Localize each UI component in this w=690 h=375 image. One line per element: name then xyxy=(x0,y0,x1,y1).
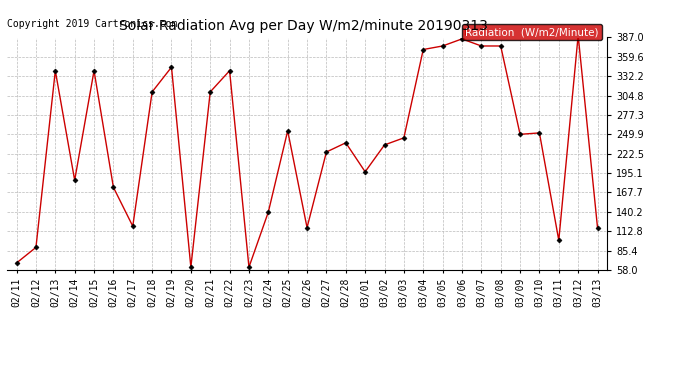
Legend: Radiation  (W/m2/Minute): Radiation (W/m2/Minute) xyxy=(462,24,602,40)
Text: Copyright 2019 Cartronics.com: Copyright 2019 Cartronics.com xyxy=(7,19,177,29)
Text: Solar Radiation Avg per Day W/m2/minute 20190313: Solar Radiation Avg per Day W/m2/minute … xyxy=(119,19,488,33)
